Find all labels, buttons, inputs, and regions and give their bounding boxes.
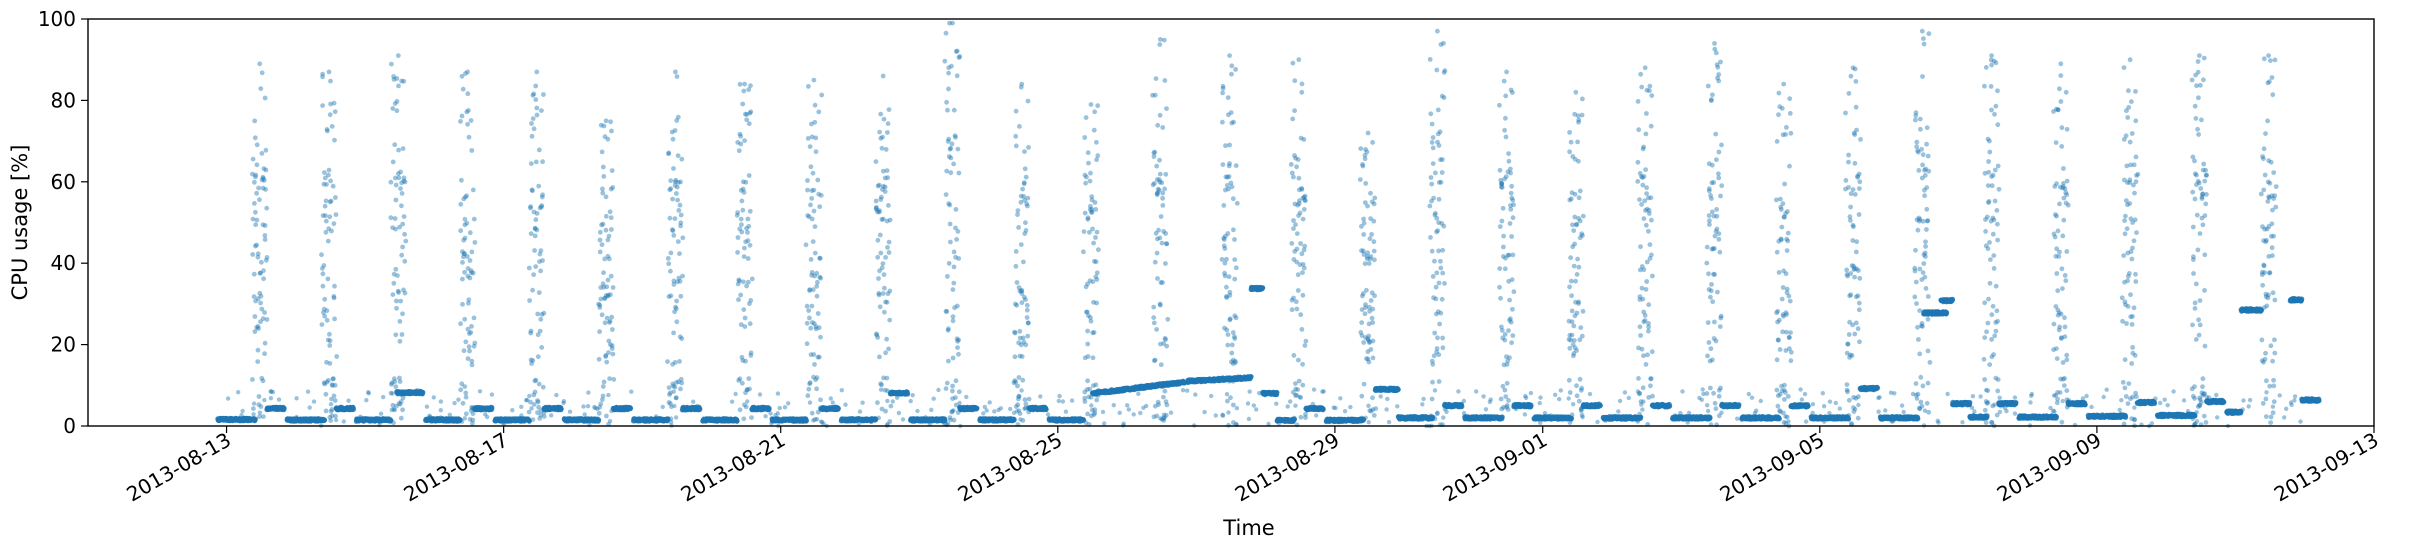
data-point	[558, 406, 564, 412]
data-point	[1667, 403, 1673, 409]
data-point	[350, 406, 356, 412]
data-point	[905, 391, 911, 397]
data-point	[2299, 296, 2305, 302]
data-point	[1499, 414, 1505, 420]
data-point	[1984, 413, 1990, 419]
data-point	[1736, 402, 1742, 408]
data-point	[2221, 399, 2227, 405]
data-point	[974, 405, 980, 411]
data-point	[596, 417, 602, 423]
data-point	[2013, 400, 2019, 406]
data-point	[1915, 416, 1921, 422]
data-point	[388, 417, 394, 423]
data-point	[1011, 417, 1017, 423]
data-point	[835, 405, 841, 411]
data-point	[1274, 389, 1280, 396]
data-point	[281, 405, 287, 411]
data-points	[215, 20, 2322, 429]
plot-area	[88, 19, 2374, 426]
data-point	[1874, 385, 1880, 391]
data-point	[734, 418, 740, 424]
data-point	[2123, 414, 2129, 420]
data-point	[2082, 402, 2088, 408]
data-point	[1459, 403, 1465, 410]
data-point	[1248, 374, 1254, 380]
data-point	[627, 405, 634, 411]
data-point	[489, 405, 495, 411]
data-point	[1776, 416, 1782, 422]
data-point	[321, 417, 328, 423]
data-point	[420, 389, 426, 395]
data-point	[1260, 285, 1266, 291]
data-point	[457, 417, 463, 423]
data-point	[1949, 296, 1956, 302]
data-point	[1528, 402, 1534, 409]
data-point	[1967, 399, 1973, 406]
data-point	[1805, 403, 1811, 409]
data-point	[1944, 310, 1950, 316]
data-point	[1395, 386, 1401, 393]
data-point	[803, 418, 810, 424]
data-point	[526, 418, 532, 424]
data-point	[252, 416, 258, 422]
data-point	[1043, 406, 1049, 413]
